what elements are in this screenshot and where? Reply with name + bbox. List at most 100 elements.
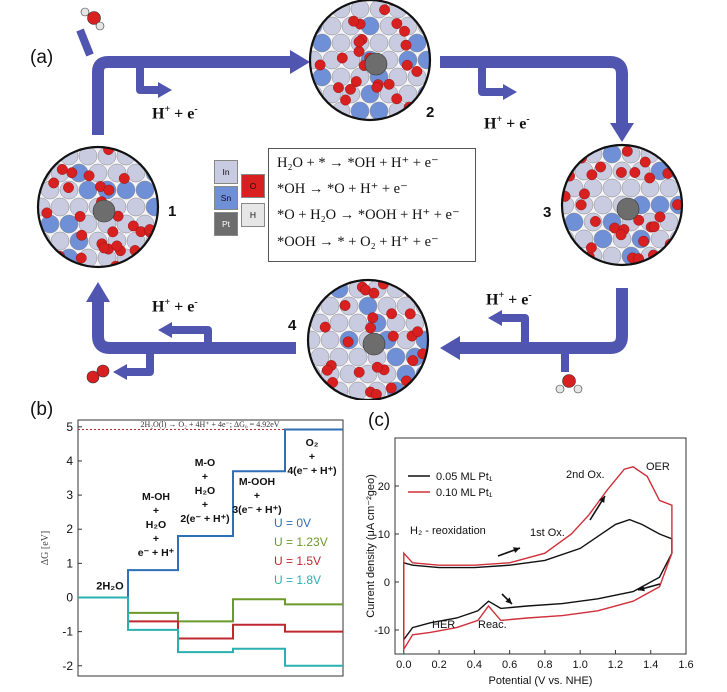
reaction-equation-3: *O + H₂O → *OOH + H⁺ + e⁻ xyxy=(277,207,460,223)
panel-c-label: (c) xyxy=(368,410,391,431)
site-4-structure-oxygen-atom xyxy=(407,355,419,366)
site-1-structure-oxygen-atom xyxy=(74,211,86,222)
site-2-structure-oxygen-atom xyxy=(314,59,326,71)
site-2-structure-oxygen-atom xyxy=(391,93,403,105)
x-tick-label: 1.2 xyxy=(608,659,623,671)
site-2-structure-oxygen-atom xyxy=(401,59,413,71)
step-label-mo: + xyxy=(202,471,208,483)
legend-o-swatch: O xyxy=(241,174,265,198)
site-4-structure-metal-atom xyxy=(320,296,340,316)
oxygen-release-branch xyxy=(125,348,154,376)
reaction-equation-1: H₂O + * → *OH + H⁺ + e⁻ xyxy=(277,155,439,171)
annotation-her: HER xyxy=(432,619,455,631)
proton-release-branch-4 xyxy=(170,326,212,348)
site-2-structure-oxygen-atom xyxy=(350,76,362,87)
site-2-structure-metal-atom xyxy=(417,50,430,70)
step-label-moh: M-OH xyxy=(142,491,170,503)
site-4-structure-oxygen-atom xyxy=(385,382,397,394)
site-2-structure-oxygen-atom xyxy=(391,18,403,29)
site-1-structure-oxygen-atom xyxy=(63,182,74,194)
annotation-h2-reoxidation: H₂ - reoxidation xyxy=(410,525,486,537)
site-1-structure-metal-atom xyxy=(135,180,155,200)
y-tick-label: 2 xyxy=(66,522,73,536)
scan-arrow-second-oxidation-head xyxy=(599,496,605,503)
y-tick-label: 1 xyxy=(66,556,73,570)
site-4-structure-oxygen-atom xyxy=(365,322,376,334)
step-label-mo: + xyxy=(202,499,208,511)
oxygen-molecule-atom-2 xyxy=(96,364,110,378)
site-1-structure-oxygen-atom xyxy=(76,229,88,241)
site-number-2: 2 xyxy=(426,104,435,121)
site-2-structure-metal-atom xyxy=(369,101,389,120)
site-3-structure-pt-atom xyxy=(616,197,640,221)
proton-release-branch-2 xyxy=(478,62,505,96)
oxygen-molecule-atom-1 xyxy=(86,370,100,384)
legend-pt-swatch: Pt xyxy=(214,212,238,236)
water-molecule-bottom-oxygen xyxy=(562,374,576,388)
site-4-structure-oxygen-atom xyxy=(321,364,333,376)
reaction-equation-4: *OOH → * + O₂ + H⁺ + e⁻ xyxy=(277,234,439,250)
plot-frame xyxy=(394,437,687,655)
site-2-structure-metal-atom xyxy=(369,33,389,53)
proton-release-head-1 xyxy=(158,82,172,98)
x-axis-label: Potential (V vs. NHE) xyxy=(489,675,593,687)
site-3-structure-oxygen-atom xyxy=(654,211,666,223)
site-2-structure-oxygen-atom xyxy=(411,66,423,77)
potential-label-4: U = 1.8V xyxy=(274,573,321,587)
site-4-structure-pt-atom xyxy=(362,332,386,356)
site-2-structure-oxygen-atom xyxy=(353,36,365,48)
annotation-oer: OER xyxy=(646,461,670,473)
panel-b-label: (b) xyxy=(30,399,54,420)
y-tick-label: 4 xyxy=(66,454,73,468)
site-4-structure-metal-atom xyxy=(386,347,406,367)
site-2-structure-oxygen-atom xyxy=(348,15,359,27)
cycle-arrowhead-3 xyxy=(610,123,634,142)
site-3-structure-metal-atom xyxy=(593,229,613,249)
annotation-first-oxidation: 1st Ox. xyxy=(530,527,565,539)
cycle-arrow-2-to-3 xyxy=(440,56,628,125)
potential-label-1: U = 0V xyxy=(274,516,311,530)
water-inlet-branch xyxy=(76,28,94,57)
site-2-structure-pt-atom xyxy=(364,52,388,76)
step-label-mooh: 3(e⁻ + H⁺) xyxy=(232,504,281,516)
site-4-structure-metal-atom xyxy=(329,313,349,333)
site-3-structure-oxygen-atom xyxy=(586,169,598,181)
step-label-o2: + xyxy=(309,451,315,463)
site-4-structure-oxygen-atom xyxy=(371,361,383,373)
site-4-structure-oxygen-atom xyxy=(367,312,379,324)
cycle-arrow-3-to-4 xyxy=(458,288,628,354)
site-3-structure-oxygen-atom xyxy=(639,156,651,168)
water-molecule-bottom-hydrogen-2 xyxy=(573,384,583,394)
site-1-structure-oxygen-atom xyxy=(107,226,119,238)
site-1-structure-oxygen-atom xyxy=(41,207,53,219)
step-label-o2: 4(e⁻ + H⁺) xyxy=(287,465,336,477)
reaction-equation-2: *OH → *O + H⁺ + e⁻ xyxy=(277,181,408,197)
site-1-structure-outline xyxy=(36,145,160,269)
annotation-second-oxidation: 2nd Ox. xyxy=(566,469,605,481)
site-3-structure-oxygen-atom xyxy=(579,188,590,200)
water-molecule-top-hydrogen-2 xyxy=(95,21,105,31)
legend-h-swatch: H xyxy=(241,203,265,227)
site-1-structure-oxygen-atom xyxy=(111,240,123,252)
site-1-structure-metal-atom xyxy=(78,147,98,166)
water-molecule-bottom-hydrogen-1 xyxy=(555,384,565,394)
site-4-structure-outline xyxy=(306,278,430,400)
y-tick-label: -10 xyxy=(374,625,390,637)
y-tick-label: 5 xyxy=(66,420,73,434)
site-2-structure-metal-atom xyxy=(322,16,342,36)
site-4-structure-oxygen-atom xyxy=(404,308,416,320)
site-number-4: 4 xyxy=(288,317,297,334)
site-3-structure-oxygen-atom xyxy=(585,242,597,254)
proton-release-head-3 xyxy=(488,310,502,326)
cycle-arrow-4-to-1 xyxy=(92,300,296,354)
site-4-structure-oxygen-atom xyxy=(412,326,423,338)
y-axis-label: Current density (μA cm⁻²geo) xyxy=(365,474,377,618)
legend-label-2: 0.10 ML Pt₁ xyxy=(436,487,493,499)
step-label-o2: O₂ xyxy=(306,437,319,449)
proton-release-head-4 xyxy=(158,322,172,338)
x-tick-label: 0.8 xyxy=(537,659,552,671)
y-axis-label: ΔG [eV] xyxy=(40,531,51,565)
site-2-structure-oxygen-atom xyxy=(345,83,356,95)
